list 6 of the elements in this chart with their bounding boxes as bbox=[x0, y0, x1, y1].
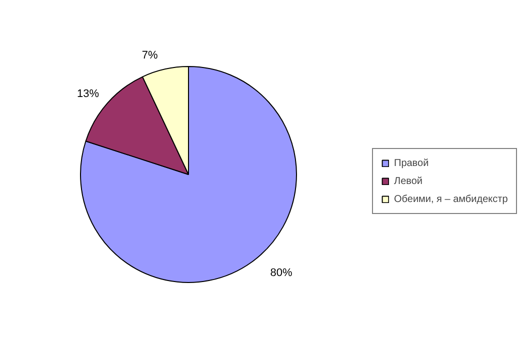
data-label: 80% bbox=[270, 267, 292, 280]
legend-label: Левой bbox=[394, 175, 422, 187]
legend-label: Обеими, я – амбидекстр bbox=[394, 193, 508, 205]
legend-label: Правой bbox=[394, 157, 429, 169]
data-label: 7% bbox=[142, 49, 158, 62]
data-label: 13% bbox=[76, 88, 100, 100]
